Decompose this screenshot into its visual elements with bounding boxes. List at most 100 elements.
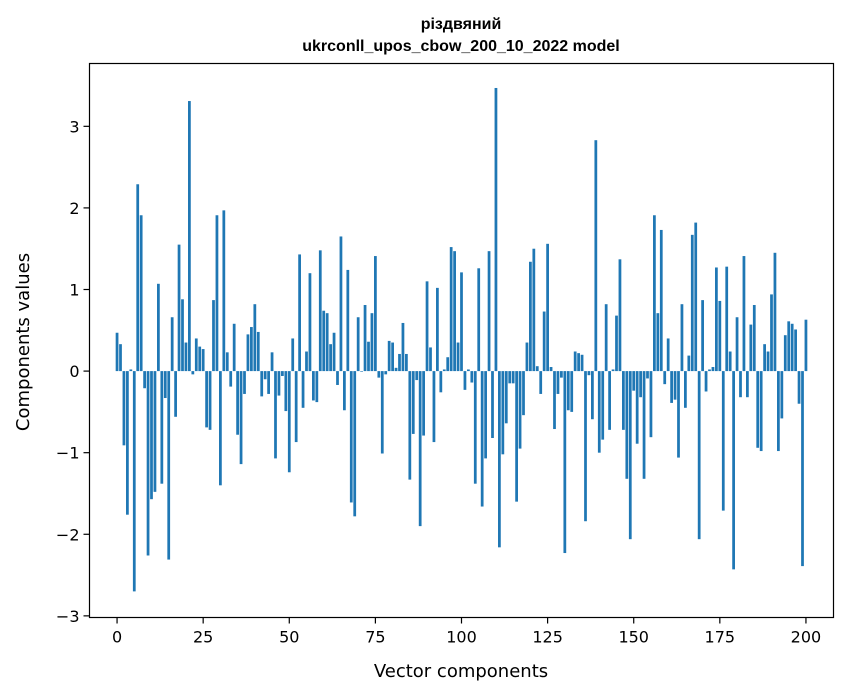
bar [511,371,515,384]
bar [467,369,470,372]
bar [694,222,698,372]
bar [542,311,546,372]
bar [625,371,629,479]
bar [801,371,804,567]
bar [608,371,611,430]
bar [418,371,422,527]
bar [735,317,739,372]
bar [501,371,505,455]
bar [126,371,129,515]
bar [191,371,195,375]
chart-subtitle: ukrconll_upos_cbow_200_10_2022 model [302,38,619,55]
bar [549,367,553,372]
bar [591,371,594,420]
bar [560,371,563,378]
bar [387,340,391,372]
bar [453,251,456,372]
bar [336,371,339,385]
bar [480,371,484,507]
bar [449,247,453,372]
bar [422,371,425,436]
bar [752,305,756,372]
bar [556,371,560,394]
bar [312,371,315,401]
bar [225,352,229,372]
bar [615,315,618,372]
bar [532,248,536,372]
bar [146,371,150,556]
bar [411,371,415,434]
bar [119,344,122,372]
y-tick-label: −3 [56,607,80,626]
bar [628,371,632,540]
bar [770,294,773,372]
y-axis: −3 −2 −1 0 1 2 3 [56,117,90,626]
bar [673,371,677,400]
bar [529,261,532,372]
bar [115,332,119,372]
bar [432,371,436,443]
bar [253,304,257,372]
bar [546,243,549,372]
bar [597,371,601,453]
bar [721,371,725,511]
bar [711,367,715,372]
x-tick-label: 75 [365,628,385,647]
bar [405,353,408,372]
bar [188,101,191,372]
bar [201,349,205,372]
bar [425,281,429,372]
bar [756,371,760,448]
bar [284,371,288,412]
bar [267,371,270,394]
bar [157,283,160,372]
bar [153,371,157,492]
bar [663,371,667,385]
bar [260,371,264,397]
bar [473,371,477,484]
bar [704,371,708,392]
bar [353,371,357,517]
bar [222,210,226,372]
bar [256,331,260,372]
bar [384,371,388,375]
bar [797,371,801,404]
bar [167,371,171,560]
bar [232,323,236,372]
bar [580,354,584,372]
bar [498,371,501,548]
bar [690,234,694,372]
bar [332,332,336,372]
bar [570,371,574,412]
bar [339,236,343,372]
bar [642,371,646,479]
bar [212,300,215,372]
bar [277,371,281,396]
bar [763,344,766,372]
bar [177,244,181,372]
bar [787,321,791,372]
bar [356,317,360,372]
bar [563,371,567,554]
bar [318,250,322,372]
bar [780,371,784,419]
bar [515,371,518,502]
bar [163,371,167,399]
y-axis-label: Components values [13,253,34,431]
bar [246,334,250,372]
bar [484,371,487,459]
bar [635,371,639,444]
bar [491,371,494,439]
bar [463,371,467,390]
bar [274,371,277,459]
bar [715,267,718,372]
bar [566,371,570,411]
bar [370,313,374,372]
bar [143,371,146,389]
bar [783,335,787,372]
bar [728,351,732,372]
bar [701,300,704,372]
bar [236,371,239,435]
bar [680,304,684,372]
bar [363,305,367,372]
